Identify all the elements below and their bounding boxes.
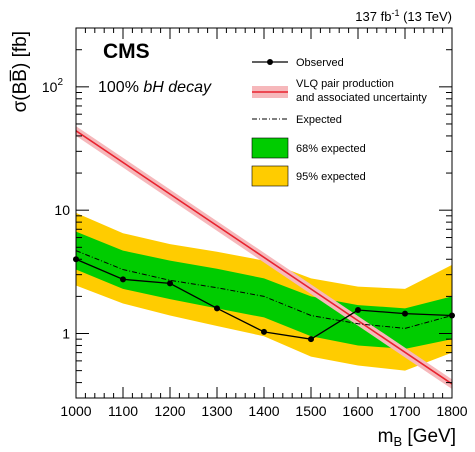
- legend-68-swatch: [251, 137, 289, 159]
- x-tick-label: 1600: [342, 403, 373, 419]
- x-tick-label: 1100: [108, 403, 138, 419]
- y-tick-label: 1: [62, 326, 70, 342]
- x-tick-label: 1700: [389, 403, 420, 419]
- x-tick-label: 1000: [60, 403, 91, 419]
- x-axis-label: mB [GeV]: [378, 426, 456, 449]
- observed-curve: [73, 256, 455, 343]
- observed-point: [167, 280, 173, 287]
- x-tick-label: 1400: [248, 403, 279, 419]
- y-tick-label: 10: [54, 202, 70, 218]
- lumi-label: 137 fb-1 (13 TeV): [355, 4, 452, 24]
- energy-label: (13 TeV): [403, 9, 452, 24]
- observed-point: [261, 328, 267, 335]
- x-tick-label: 1800: [436, 403, 467, 419]
- decay-percent: 100%: [98, 79, 143, 96]
- axes: 1000 1100 1200 1300 1400 1500 1600 1700 1800 1 10 1…: [42, 27, 468, 419]
- expected-line: [75, 250, 453, 329]
- legend-observed-marker: [267, 59, 273, 65]
- x-tick-label: 1300: [201, 403, 232, 419]
- legend-theory-label: VLQ pair production: [296, 78, 394, 90]
- x-tick-label: 1200: [154, 403, 185, 419]
- observed-point: [402, 310, 408, 317]
- lumi-unit: fb: [381, 9, 392, 24]
- legend-95-label: 95% expected: [296, 171, 366, 183]
- y-axis-label: σ(BB̅) [fb]: [10, 31, 31, 112]
- observed-point: [308, 336, 314, 343]
- observed-point: [214, 305, 220, 312]
- expected-curve: [75, 250, 453, 329]
- lumi-value: 137: [355, 9, 377, 24]
- x-tick-label: 1500: [295, 403, 326, 419]
- legend-theory-label-2: and associated uncertainty: [296, 92, 427, 104]
- experiment-label: CMS: [103, 40, 150, 63]
- legend: Observed VLQ pair production and associate…: [251, 57, 427, 187]
- theory-line: [76, 130, 452, 385]
- observed-point: [120, 276, 126, 283]
- observed-point: [355, 307, 361, 314]
- y-tick-label: 102: [42, 77, 64, 95]
- legend-expected-label: Expected: [296, 114, 342, 126]
- lumi-exponent: -1: [391, 8, 399, 18]
- legend-observed-label: Observed: [296, 57, 344, 69]
- decay-mode: bH decay: [143, 79, 212, 96]
- x-axis-unit: [GeV]: [402, 426, 456, 447]
- x-axis-var: m: [378, 426, 394, 447]
- x-axis-subscript: B: [393, 434, 402, 449]
- legend-68-label: 68% expected: [296, 143, 366, 155]
- legend-95-swatch: [251, 165, 289, 187]
- decay-label: 100% bH decay: [98, 79, 212, 96]
